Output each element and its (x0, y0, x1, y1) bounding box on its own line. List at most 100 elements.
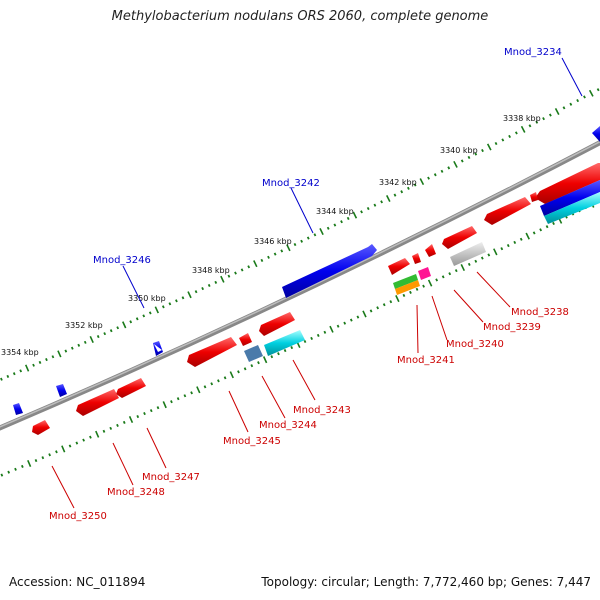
gene-label-reverse[interactable]: Mnod_3244 (259, 420, 317, 431)
minor-tick (109, 329, 113, 333)
minor-tick (506, 244, 510, 248)
gene-Mnod_3244-steel[interactable] (244, 345, 263, 362)
tick-label: 3338 kbp (503, 114, 541, 123)
minor-tick (454, 269, 458, 273)
minor-tick (70, 346, 74, 350)
page-title: Methylobacterium nodulans ORS 2060, comp… (111, 9, 489, 24)
minor-tick (0, 473, 4, 477)
minor-tick (21, 464, 24, 468)
gene-Mnod_3242-arrow[interactable] (282, 244, 377, 298)
major-tick (253, 260, 258, 268)
minor-tick (427, 176, 430, 180)
minor-tick (373, 203, 377, 207)
gene-label-reverse[interactable]: Mnod_3245 (223, 436, 281, 447)
minor-tick (369, 309, 373, 313)
minor-tick (545, 225, 549, 229)
minor-tick (68, 444, 72, 448)
tick-label: 3348 kbp (192, 266, 230, 275)
minor-tick (474, 152, 478, 156)
gene-Mnod_3241-orange[interactable] (395, 280, 420, 295)
minor-tick (190, 391, 193, 395)
label-leaders (51, 57, 583, 509)
gene-Mnod_3245-red[interactable] (187, 337, 237, 367)
gene-Mnod_3246-arrow[interactable] (153, 341, 163, 356)
tick-label: 3354 kbp (1, 348, 39, 357)
minor-tick (494, 141, 498, 146)
gene-Mnod_3238-grey[interactable] (450, 242, 486, 266)
major-tick (329, 325, 334, 333)
minor-tick (143, 412, 146, 416)
minor-tick (583, 95, 586, 99)
gene-label-reverse[interactable]: Mnod_3248 (107, 487, 165, 498)
minor-tick (135, 317, 139, 321)
gene-Mnod_3239-red[interactable] (442, 226, 477, 249)
major-tick (386, 194, 391, 202)
gene-label-forward[interactable]: Mnod_3242 (262, 178, 320, 189)
major-tick (89, 335, 94, 343)
minor-tick (19, 369, 23, 373)
minor-tick (257, 361, 260, 365)
minor-tick (481, 148, 484, 153)
gene-label-reverse[interactable]: Mnod_3241 (397, 355, 455, 366)
gene-Mnod_3241-red[interactable] (388, 258, 410, 275)
outer-tick-ring (0, 88, 600, 381)
gene-Mnod_3243-red[interactable] (259, 312, 295, 336)
gene-Mnod_3239-magenta[interactable] (418, 267, 431, 280)
reverse-genes (32, 163, 600, 435)
minor-tick (7, 470, 11, 474)
minor-tick (528, 124, 532, 128)
gene-label-reverse[interactable]: Mnod_3238 (511, 307, 569, 318)
minor-tick (156, 406, 160, 410)
gene-Mnod_3243-cyan[interactable] (264, 330, 305, 356)
minor-tick (51, 355, 55, 359)
gene-label-forward[interactable]: Mnod_3234 (504, 47, 562, 58)
minor-tick (402, 293, 406, 298)
minor-tick (181, 296, 185, 300)
gene-Mnod_3250-red[interactable] (32, 420, 50, 435)
major-tick (162, 401, 167, 409)
major-tick (453, 160, 458, 168)
minor-tick (214, 280, 218, 284)
minor-tick (102, 429, 106, 433)
minor-tick (41, 456, 45, 460)
major-tick (196, 386, 201, 394)
major-tick (187, 291, 192, 299)
gene-Mnod_3234-arrow[interactable] (592, 126, 600, 142)
minor-tick (129, 320, 133, 324)
minor-tick (45, 358, 48, 362)
gene-Mnod_3241-green[interactable] (393, 274, 418, 289)
gene-Mnod_3247-red[interactable] (116, 378, 146, 398)
minor-tick (103, 332, 107, 336)
gene-label-reverse[interactable]: Mnod_3243 (293, 405, 351, 416)
minor-tick (96, 335, 100, 339)
minor-tick (267, 255, 270, 259)
minor-tick (441, 275, 445, 279)
major-tick (61, 445, 66, 453)
gene-label-reverse[interactable]: Mnod_3247 (142, 472, 200, 483)
minor-tick (303, 339, 307, 344)
minor-tick (343, 321, 347, 325)
minor-tick (34, 459, 38, 463)
gene-label-forward[interactable]: Mnod_3246 (93, 255, 151, 266)
major-tick (154, 306, 159, 314)
minor-tick (346, 216, 350, 221)
minor-tick (382, 303, 386, 307)
minor-tick (501, 138, 505, 142)
gene-Mnod_3248-red[interactable] (76, 389, 119, 416)
gene-Mnod_3240-small[interactable] (425, 244, 436, 257)
minor-tick (548, 113, 552, 117)
topology-text: Topology: circular; Length: 7,772,460 bp… (261, 575, 591, 589)
minor-tick (306, 236, 310, 240)
gene-small-red-mid (412, 253, 421, 264)
gene-label-reverse[interactable]: Mnod_3240 (446, 339, 504, 350)
minor-tick (514, 131, 518, 135)
gene-Mnod_3238-red[interactable] (484, 197, 531, 225)
minor-tick (293, 242, 297, 247)
gene-label-reverse[interactable]: Mnod_3239 (483, 322, 541, 333)
gene-label-reverse[interactable]: Mnod_3250 (49, 511, 107, 522)
major-tick (262, 356, 268, 364)
minor-tick (12, 372, 16, 376)
tick-label: 3352 kbp (65, 321, 103, 330)
minor-tick (413, 183, 417, 187)
minor-tick (360, 210, 363, 214)
